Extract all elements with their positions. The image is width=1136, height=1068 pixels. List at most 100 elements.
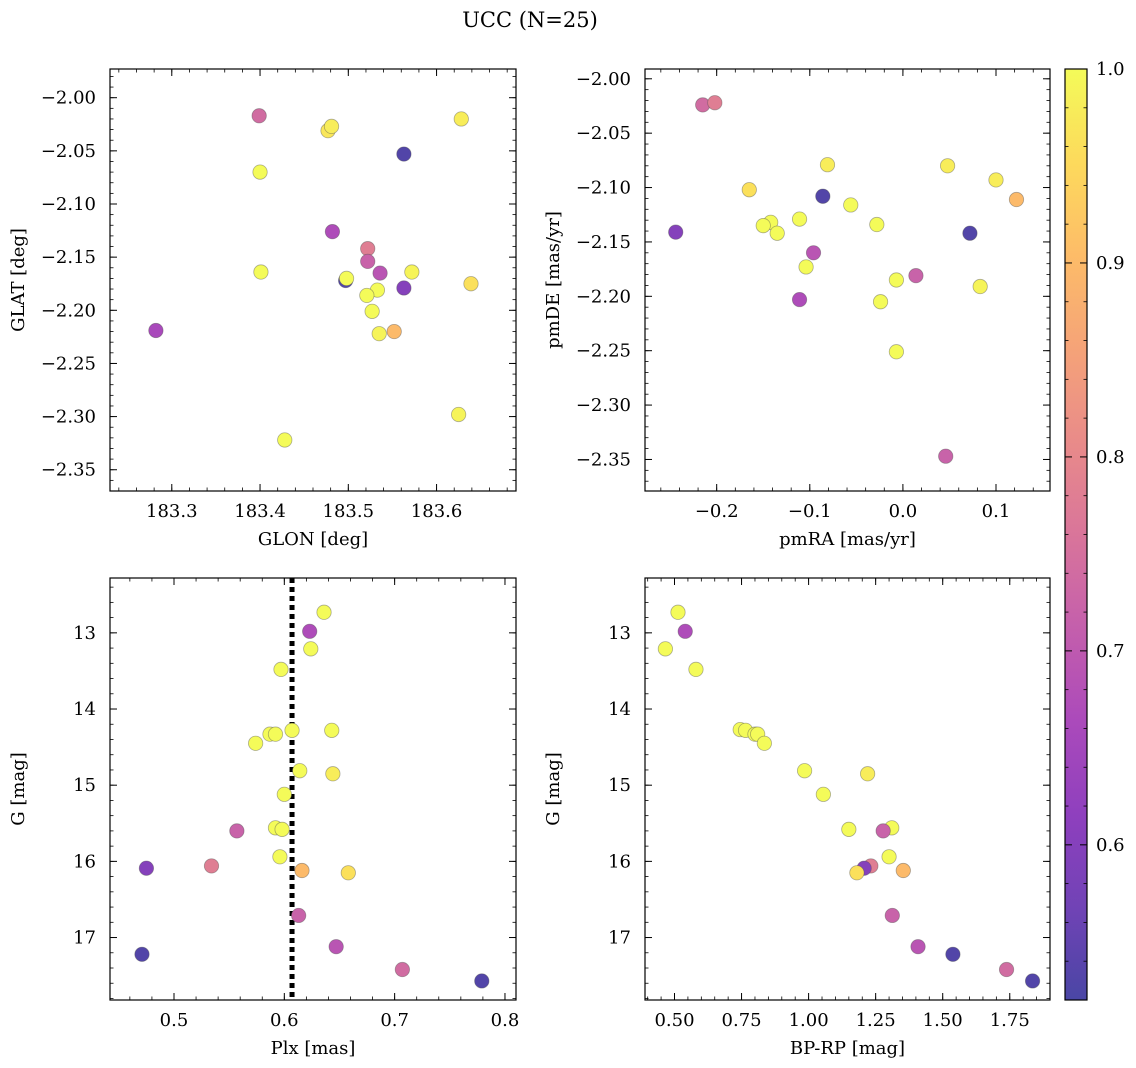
y-tick-label: 17 bbox=[73, 928, 96, 949]
data-point bbox=[291, 907, 307, 924]
y-tick-label: 15 bbox=[608, 775, 631, 796]
data-point bbox=[267, 726, 284, 742]
y-axis-label: G [mag] bbox=[8, 752, 29, 825]
data-point bbox=[657, 641, 673, 657]
data-point bbox=[945, 946, 961, 962]
y-tick-label: −2.15 bbox=[576, 232, 631, 253]
data-point bbox=[248, 735, 264, 751]
axes-frame bbox=[644, 68, 1051, 492]
data-point bbox=[134, 946, 150, 962]
x-tick-label: −0.2 bbox=[695, 501, 739, 522]
data-point bbox=[386, 323, 402, 340]
panel-glon-glat: 183.3 183.4 183.5 183.6 −2.35 −2.30 −2.25 −2.20… bbox=[8, 68, 517, 550]
data-point bbox=[849, 865, 865, 881]
x-tick-label: 1.50 bbox=[923, 1010, 963, 1031]
y-tick-label: −2.10 bbox=[576, 178, 631, 199]
x-axis-label: BP-RP [mag] bbox=[790, 1038, 905, 1059]
data-point bbox=[888, 344, 904, 360]
panel-pmra-pmde: −0.2 −0.1 0.0 0.1 −2.35 −2.30 −2.25 −2.20 −2.15 −… bbox=[543, 68, 1051, 550]
data-point bbox=[860, 766, 876, 782]
data-point bbox=[474, 973, 490, 989]
data-point bbox=[394, 961, 410, 978]
colorbar-tick-label: 0.9 bbox=[1096, 253, 1125, 274]
data-point bbox=[360, 241, 376, 257]
x-tick-label: 183.5 bbox=[323, 501, 375, 522]
colorbar: 0.6 0.7 0.8 0.9 1.0 bbox=[1064, 59, 1125, 1001]
y-tick-label: −2.15 bbox=[41, 247, 96, 268]
data-point bbox=[796, 763, 813, 779]
data-point bbox=[138, 860, 155, 876]
data-point bbox=[707, 95, 723, 111]
y-tick-label: −2.30 bbox=[576, 395, 631, 416]
x-tick-label: 0.7 bbox=[380, 1010, 409, 1031]
y-tick-label: −2.35 bbox=[576, 449, 631, 470]
data-point bbox=[203, 858, 220, 874]
data-point bbox=[872, 294, 889, 310]
data-point bbox=[841, 821, 857, 837]
data-point bbox=[253, 264, 269, 280]
data-point bbox=[869, 216, 885, 233]
data-point bbox=[819, 157, 836, 173]
x-axis-label: GLON [deg] bbox=[258, 529, 368, 550]
x-tick-label: 0.6 bbox=[270, 1010, 299, 1031]
y-tick-label: −2.20 bbox=[576, 286, 631, 307]
data-point bbox=[284, 722, 300, 738]
x-tick-label: 1.25 bbox=[856, 1010, 896, 1031]
data-point bbox=[972, 278, 988, 295]
data-point bbox=[677, 623, 693, 639]
data-point bbox=[316, 604, 332, 620]
x-tick-label: 1.00 bbox=[789, 1010, 829, 1031]
data-point bbox=[323, 118, 340, 135]
y-tick-label: −2.05 bbox=[576, 123, 631, 144]
panels: 183.3 183.4 183.5 183.6 −2.35 −2.30 −2.25 −2.20… bbox=[8, 68, 1051, 1059]
data-point bbox=[360, 253, 376, 269]
colorbar-tick-label: 1.0 bbox=[1096, 59, 1125, 80]
data-point bbox=[371, 326, 387, 342]
data-point bbox=[359, 287, 375, 304]
x-tick-label: 183.6 bbox=[411, 501, 463, 522]
y-tick-label: −2.00 bbox=[41, 88, 96, 109]
data-point bbox=[396, 146, 412, 162]
y-tick-label: −2.05 bbox=[41, 141, 96, 162]
y-tick-label: −2.35 bbox=[41, 460, 96, 481]
data-point bbox=[895, 862, 911, 879]
data-point bbox=[273, 661, 289, 678]
data-point bbox=[294, 862, 310, 879]
data-point bbox=[938, 448, 954, 464]
y-tick-label: −2.30 bbox=[41, 407, 96, 428]
data-point bbox=[668, 224, 684, 240]
data-point bbox=[875, 823, 891, 839]
y-tick-label: 14 bbox=[73, 699, 96, 720]
data-point bbox=[325, 766, 341, 782]
data-point bbox=[372, 265, 388, 281]
x-tick-label: 0.0 bbox=[889, 501, 918, 522]
y-axis-label: GLAT [deg] bbox=[8, 228, 29, 332]
data-point bbox=[1008, 191, 1025, 208]
data-point bbox=[251, 108, 267, 124]
data-point bbox=[277, 432, 293, 448]
data-point bbox=[272, 849, 288, 865]
y-axis-label: G [mag] bbox=[543, 752, 564, 825]
data-point bbox=[302, 623, 318, 639]
data-point bbox=[303, 641, 319, 657]
data-point bbox=[798, 259, 814, 275]
data-point bbox=[815, 786, 831, 802]
data-point bbox=[276, 786, 292, 802]
y-tick-label: −2.25 bbox=[576, 341, 631, 362]
data-point bbox=[962, 225, 978, 241]
data-point bbox=[338, 270, 355, 287]
data-point bbox=[988, 172, 1004, 188]
y-tick-label: 15 bbox=[73, 775, 96, 796]
data-point bbox=[229, 823, 245, 839]
data-point bbox=[364, 303, 380, 319]
y-tick-label: −2.00 bbox=[576, 69, 631, 90]
colorbar-tick-label: 0.6 bbox=[1096, 835, 1125, 856]
data-point bbox=[791, 291, 808, 308]
x-tick-label: −0.1 bbox=[788, 501, 832, 522]
data-point bbox=[884, 907, 900, 924]
axes-frame bbox=[109, 68, 517, 492]
x-tick-label: 0.50 bbox=[654, 1010, 694, 1031]
data-point bbox=[998, 961, 1015, 978]
data-point bbox=[939, 158, 956, 174]
